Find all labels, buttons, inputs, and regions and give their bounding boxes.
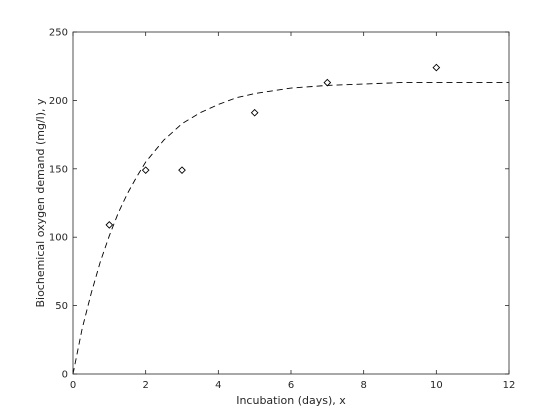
data-point-marker xyxy=(178,166,186,175)
curve-layer xyxy=(72,82,509,375)
y-tick-label: 250 xyxy=(49,28,68,39)
data-point-marker xyxy=(105,221,114,229)
plot-area xyxy=(73,32,509,374)
y-tick-label: 100 xyxy=(49,233,68,244)
x-tick-label: 0 xyxy=(70,380,76,391)
x-tick-label: 4 xyxy=(215,380,221,391)
y-axis-label: Biochemical oxygen demand (mg/l), y xyxy=(34,98,47,308)
data-point-marker xyxy=(323,78,332,87)
data-point-marker xyxy=(250,108,259,117)
x-axis-label: Incubation (days), x xyxy=(236,394,346,407)
y-tick-label: 50 xyxy=(55,301,68,312)
y-tick-label: 0 xyxy=(62,370,68,381)
x-tick-label: 12 xyxy=(503,380,516,391)
points-layer xyxy=(105,63,441,229)
data-point-marker xyxy=(432,63,441,72)
fitted-curve-line xyxy=(72,82,509,375)
ticks-layer: 0 2 4 6 8 10 12 0 50 100 150 200 250 xyxy=(49,28,515,392)
x-tick-label: 6 xyxy=(288,380,294,391)
x-tick-label: 10 xyxy=(430,380,443,391)
data-point-marker xyxy=(141,166,150,175)
x-tick-label: 8 xyxy=(360,380,366,391)
y-tick-label: 150 xyxy=(49,164,68,175)
y-tick-label: 200 xyxy=(49,96,68,107)
x-tick-label: 2 xyxy=(142,380,148,391)
